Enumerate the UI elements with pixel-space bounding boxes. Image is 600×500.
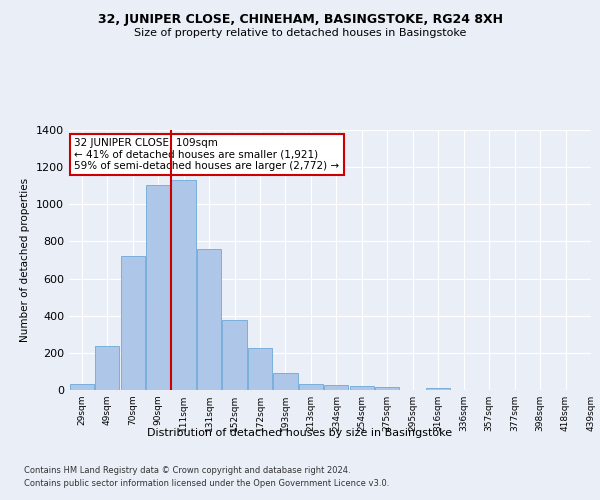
Bar <box>274 374 298 390</box>
Bar <box>146 185 170 390</box>
Bar <box>70 384 94 390</box>
Text: Contains public sector information licensed under the Open Government Licence v3: Contains public sector information licen… <box>24 479 389 488</box>
Text: Size of property relative to detached houses in Basingstoke: Size of property relative to detached ho… <box>134 28 466 38</box>
Bar <box>95 346 119 390</box>
Bar <box>121 256 145 390</box>
Text: Distribution of detached houses by size in Basingstoke: Distribution of detached houses by size … <box>148 428 452 438</box>
Bar <box>299 384 323 390</box>
Bar <box>197 249 221 390</box>
Text: 32, JUNIPER CLOSE, CHINEHAM, BASINGSTOKE, RG24 8XH: 32, JUNIPER CLOSE, CHINEHAM, BASINGSTOKE… <box>97 12 503 26</box>
Text: 32 JUNIPER CLOSE: 109sqm
← 41% of detached houses are smaller (1,921)
59% of sem: 32 JUNIPER CLOSE: 109sqm ← 41% of detach… <box>74 138 340 171</box>
Bar <box>223 320 247 390</box>
Text: Contains HM Land Registry data © Crown copyright and database right 2024.: Contains HM Land Registry data © Crown c… <box>24 466 350 475</box>
Bar <box>324 386 349 390</box>
Bar <box>375 387 400 390</box>
Bar <box>248 348 272 390</box>
Bar <box>426 388 451 390</box>
Bar <box>350 386 374 390</box>
Y-axis label: Number of detached properties: Number of detached properties <box>20 178 31 342</box>
Bar <box>172 180 196 390</box>
